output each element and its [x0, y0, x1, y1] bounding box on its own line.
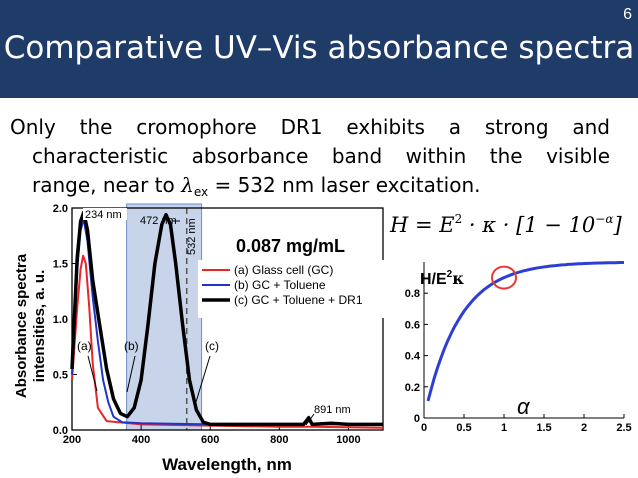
curve-x-tick-label: 2	[581, 422, 587, 434]
label-a: (a)	[77, 339, 92, 353]
peak-472-label: 472 nm	[140, 215, 177, 227]
curve-y-label-exp: 2	[447, 269, 453, 280]
formula-mid: · κ · [1 − 10	[462, 213, 596, 237]
formula-lhs: H	[390, 213, 409, 237]
peak-472-callout: 472 nm	[140, 215, 180, 227]
page-number: 6	[623, 6, 632, 23]
curve-y-tick-label: 0.4	[405, 351, 421, 363]
body-line-3: range, near to λex = 532 nm laser excita…	[10, 171, 610, 207]
legend-item-a: (a) Glass cell (GC)	[234, 263, 333, 277]
curve-y-label-kappa: κ	[452, 269, 464, 288]
curve-x-tick-label: 1.5	[536, 422, 551, 434]
series-line-a	[71, 254, 384, 429]
x-tick-label: 200	[63, 434, 81, 446]
formula-exp-alpha: −α	[595, 212, 614, 226]
chart-legend: (a) Glass cell (GC) (b) GC + Toluene (c)…	[198, 260, 386, 318]
curve-y-tick-label: 0.2	[405, 382, 420, 394]
body-line-1: Only the cromophore DR1 exhibits a stron…	[10, 115, 610, 139]
body-line-2: characteristic absorbance band within th…	[32, 144, 610, 168]
curve-x-label-alpha: α	[517, 394, 531, 419]
curve-y-tick-label: 0	[414, 413, 420, 425]
curve-x-tick-label: 0	[421, 422, 427, 434]
curve-x-tick-label: 2.5	[616, 422, 631, 434]
series-line-c	[70, 210, 383, 427]
x-tick-label: 1000	[336, 434, 360, 446]
slide-header: 6 Comparative UV–Vis absorbance spectra	[0, 0, 638, 98]
curve-a-callout: (a)	[77, 339, 98, 392]
curve-x-tick-label: 1	[501, 422, 507, 434]
y-tick-label: 1.5	[53, 259, 68, 271]
curve-line	[426, 261, 624, 402]
highlight-circle	[491, 265, 517, 290]
body-line-3-start: range, near to	[32, 173, 182, 197]
curve-y-tick-label: 0.6	[405, 319, 420, 331]
curve-y-label: H/E2κ	[420, 269, 464, 288]
y-tick-label: 0.0	[53, 425, 68, 437]
body-line-3-end: = 532 nm laser excitation.	[208, 173, 481, 197]
curve-c-callout: (c)	[195, 339, 219, 403]
curve-b-callout: (b)	[124, 339, 139, 393]
x-tick-label: 400	[132, 434, 150, 446]
peak-891-callout: 891 nm	[305, 404, 351, 426]
body-text: Only the cromophore DR1 exhibits a stron…	[10, 113, 610, 207]
x-tick-label: 600	[201, 434, 219, 446]
peak-234-callout: 234 nm	[83, 208, 127, 221]
line-532-label: 532 nm	[186, 218, 198, 255]
lambda-symbol: λ	[181, 173, 194, 197]
curve-y-label-h: H/E	[420, 271, 447, 288]
x-tick-label: 800	[270, 434, 288, 446]
curve-x-tick-label: 0.5	[456, 422, 471, 434]
y-tick-label: 0.5	[53, 370, 68, 382]
peak-234-label: 234 nm	[85, 209, 122, 221]
y-tick-label: 1.0	[53, 314, 68, 326]
legend-item-b: (b) GC + Toluene	[234, 278, 326, 292]
formula-close: ]	[613, 213, 622, 237]
lambda-subscript: ex	[193, 185, 209, 199]
curve-y-tick-label: 0.8	[405, 288, 420, 300]
concentration-label: 0.087 mg/mL	[236, 236, 345, 256]
x-axis-label: Wavelength, nm	[162, 455, 292, 474]
peak-891-label: 891 nm	[314, 404, 351, 416]
label-b: (b)	[124, 339, 139, 353]
formula-eq: = E	[408, 213, 455, 237]
formula-exp-2: 2	[454, 212, 463, 226]
y-tick-label: 2.0	[53, 203, 68, 215]
y-axis-label-line2: intensities, a. u.	[31, 270, 48, 383]
formula: H = E2 · κ · [1 − 10−α]	[390, 212, 622, 237]
legend-item-c: (c) GC + Toluene + DR1	[234, 293, 363, 307]
label-c: (c)	[205, 339, 219, 353]
y-axis-label-line1: Absorbance spectra	[13, 253, 30, 398]
slide-title: Comparative UV–Vis absorbance spectra	[3, 30, 635, 66]
